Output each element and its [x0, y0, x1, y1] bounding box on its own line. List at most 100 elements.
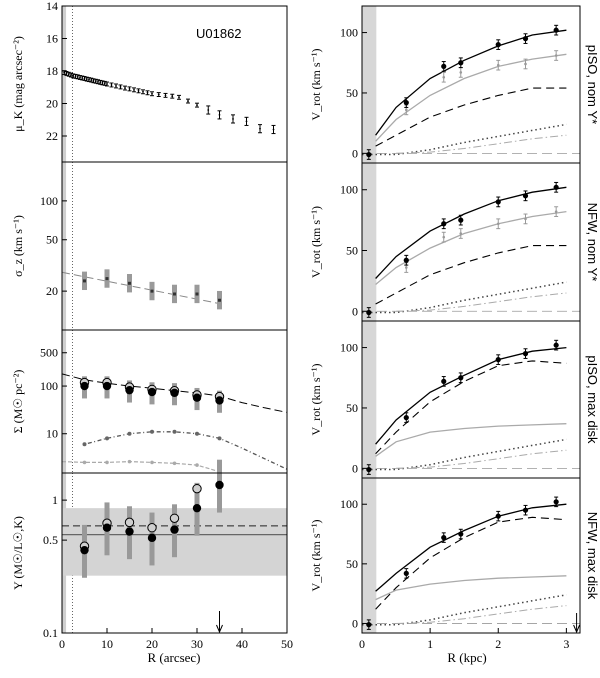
- rc3-curve-gas-dotted: [362, 438, 567, 471]
- Sigma-stars-point: [195, 431, 199, 436]
- Sigma-filled-point: [102, 381, 112, 391]
- rc2-y-axis-label: V_rot (km s⁻¹): [309, 206, 323, 278]
- rc4-curve-stars: [375, 516, 567, 610]
- rc2-curve-gas-dashdot: [396, 292, 567, 312]
- mu-data-point: [133, 88, 135, 91]
- Sigma-gas-point: [150, 460, 154, 465]
- right-x-axis-label: R (kpc): [447, 650, 486, 665]
- Upsilon-filled-point: [192, 503, 202, 513]
- rc1-grey-point: [404, 108, 408, 112]
- rc3-tick-label: 0: [352, 461, 358, 475]
- rc3-model-label: pISO, max disk: [585, 355, 600, 444]
- rc2-tick-label: 0: [352, 304, 358, 318]
- rc1-data-point: [553, 27, 559, 33]
- rc2-curve-stars: [375, 245, 567, 305]
- left-x-axis-label: R (arcsec): [147, 650, 200, 665]
- sigma-data-point: [105, 277, 109, 281]
- rc4-data-point: [441, 535, 447, 541]
- sigma-tick-label: 50: [46, 233, 58, 247]
- sigma-data-point: [218, 298, 221, 302]
- rc2-data-point: [553, 184, 559, 190]
- Upsilon-filled-point: [102, 523, 112, 532]
- mu-data-point: [106, 83, 108, 85]
- sigma-tick-label: 100: [40, 194, 58, 208]
- Sigma-filled-point: [125, 385, 134, 395]
- Sigma-filled-point: [215, 396, 224, 405]
- rc4-curve-gas-dotted: [362, 594, 567, 626]
- rc3-inner-shade: [362, 321, 377, 478]
- mu-data-point: [65, 72, 68, 75]
- rc1-data-point: [366, 151, 372, 158]
- rc3-data-point: [522, 351, 529, 357]
- mu-data-point: [97, 80, 99, 83]
- rc4-data-point: [403, 570, 409, 576]
- rc2-data-point: [366, 309, 372, 316]
- rc1-curve-stars: [375, 87, 567, 147]
- Upsilon-filled-point: [215, 480, 224, 490]
- rc2-data-point: [441, 221, 447, 227]
- mu-data-point: [67, 73, 70, 76]
- rc2-data-point: [458, 217, 464, 223]
- Sigma-stars-point: [172, 429, 177, 434]
- mu-data-point: [207, 109, 210, 111]
- Sigma-gas-point: [105, 460, 109, 465]
- Sigma-filled-point: [192, 393, 202, 402]
- mu-tick-label: 14: [46, 0, 58, 13]
- mu-data-point: [83, 77, 86, 80]
- rc4-model-label: NFW, max disk: [585, 512, 600, 600]
- rc4-tick-label: 50: [346, 557, 358, 571]
- sigma-data-point: [173, 292, 176, 296]
- rc1-grey-point: [496, 63, 500, 67]
- Sigma-inner-shade: [62, 330, 67, 473]
- rc2-grey-point: [404, 266, 408, 269]
- rc4-frame: [361, 477, 581, 634]
- rc2-data-point: [495, 199, 501, 205]
- rc1-grey-point: [554, 54, 558, 57]
- rc1-y-axis-label: V_rot (km s⁻¹): [309, 49, 323, 121]
- right-x-tick-label: 2: [495, 637, 501, 651]
- rc1-curve-total: [375, 29, 567, 136]
- mu-data-point: [94, 80, 97, 83]
- muK-frame: [61, 5, 288, 163]
- mu-tick-label: 16: [46, 32, 58, 46]
- mu-data-point: [90, 79, 93, 81]
- mu-data-point: [259, 127, 261, 130]
- rc4-tick-label: 100: [340, 497, 358, 511]
- Upsilon-tick-label: 1: [52, 493, 58, 507]
- rc2-data-point: [403, 257, 409, 263]
- mu-data-point: [74, 75, 77, 78]
- rc2-curve-halo: [375, 210, 567, 286]
- rc4-data-point: [522, 507, 529, 513]
- rc1-grey-point: [524, 62, 527, 66]
- sigma-y-axis-label: σ_z (km s⁻¹): [11, 215, 25, 277]
- mu-data-point: [142, 90, 144, 93]
- rc4-data-point: [553, 499, 559, 505]
- Upsilon-open-point: [192, 483, 202, 494]
- sigma-fit-line: [61, 271, 220, 305]
- Upsilon-filled-point: [170, 525, 179, 534]
- Sigma-filled-point: [170, 388, 179, 398]
- rc3-y-axis-label: V_rot (km s⁻¹): [309, 364, 323, 436]
- mu-data-point: [92, 79, 95, 82]
- Sigma-filled-point: [147, 387, 157, 397]
- rc4-y-axis-label: V_rot (km s⁻¹): [309, 520, 323, 592]
- Sigma-y-axis-label: Σ (M☉ pc⁻²): [11, 370, 25, 434]
- rc1-frame: [361, 5, 581, 164]
- Sigma-stars-point: [127, 431, 132, 436]
- mu-data-point: [99, 81, 102, 84]
- right-x-tick-label: 0: [359, 637, 365, 651]
- rc1-curve-gas-dashdot: [396, 134, 567, 154]
- mu-data-point: [272, 128, 275, 131]
- rc1-data-point: [522, 36, 529, 42]
- left-x-tick-label: 30: [191, 637, 203, 651]
- sigma-data-point: [83, 279, 86, 283]
- Sigma-tick-label: 10: [46, 427, 58, 441]
- Upsilon-frame: [61, 472, 288, 634]
- rc3-frame: [361, 320, 581, 479]
- rc1-curve-gas-dotted: [362, 123, 567, 156]
- mu-data-point: [137, 89, 140, 92]
- left-x-tick-label: 50: [281, 637, 293, 651]
- rc2-grey-point: [496, 222, 500, 226]
- rc2-model-label: NFW, nom Υ*: [585, 203, 600, 282]
- mu-data-point: [119, 86, 122, 88]
